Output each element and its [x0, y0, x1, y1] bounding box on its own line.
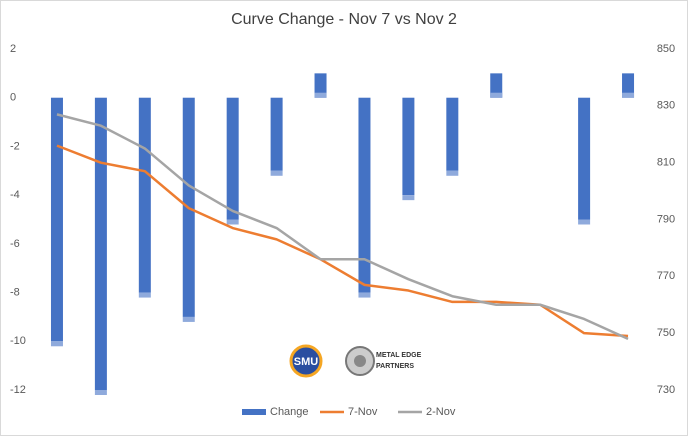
y-tick-label: -10: [10, 335, 26, 347]
bar-cap: [578, 219, 591, 225]
bar-cap: [226, 219, 239, 225]
bar-cap: [50, 341, 63, 347]
bar: [270, 97, 283, 171]
bar-cap: [490, 92, 503, 98]
y-tick-label: 0: [10, 92, 16, 104]
bar: [226, 97, 239, 220]
bar-cap: [446, 170, 459, 176]
y-tick-label: -2: [10, 140, 20, 152]
bar: [578, 97, 591, 220]
y-tick-label: -6: [10, 238, 20, 250]
smu-logo: [289, 344, 323, 378]
y-tick-label: 2: [10, 43, 16, 55]
y2-tick-label: 730: [657, 384, 675, 396]
meps-logo-core: [354, 355, 366, 367]
bar: [314, 73, 327, 98]
bar-cap: [314, 92, 327, 98]
bar-cap: [270, 170, 283, 176]
bar: [490, 73, 503, 98]
y2-tick-label: 850: [657, 43, 675, 55]
bar: [622, 73, 635, 98]
bar-cap: [94, 390, 107, 395]
y2-tick-label: 810: [657, 157, 675, 169]
legend-swatch: [242, 409, 266, 415]
bar-cap: [622, 92, 635, 98]
y2-tick-label: 770: [657, 270, 675, 282]
y2-tick-label: 830: [657, 100, 675, 112]
bar-cap: [138, 292, 151, 298]
logo-text: SMU: [294, 356, 319, 368]
bar: [138, 97, 151, 293]
logos: SMU METAL EDGE PARTNERS: [289, 344, 422, 378]
line: [56, 113, 629, 340]
y-tick-label: -12: [10, 384, 26, 396]
bar: [94, 97, 107, 390]
logo-text: PARTNERS: [376, 363, 414, 370]
bar-cap: [182, 316, 195, 322]
logo-text: METAL EDGE: [376, 352, 422, 359]
bar: [358, 97, 371, 293]
legend-label: Change: [270, 406, 309, 418]
y2-tick-label: 750: [657, 327, 675, 339]
bar: [446, 97, 459, 171]
y2-tick-label: 790: [657, 213, 675, 225]
bar-cap: [402, 195, 415, 201]
bar: [402, 97, 415, 196]
legend-label: 7-Nov: [348, 406, 378, 418]
bar: [50, 97, 63, 342]
y-tick-label: -8: [10, 286, 20, 298]
legend-label: 2-Nov: [426, 406, 456, 418]
bar-cap: [358, 292, 371, 298]
y-tick-label: -4: [10, 189, 20, 201]
chart-title: Curve Change - Nov 7 vs Nov 2: [231, 11, 457, 28]
